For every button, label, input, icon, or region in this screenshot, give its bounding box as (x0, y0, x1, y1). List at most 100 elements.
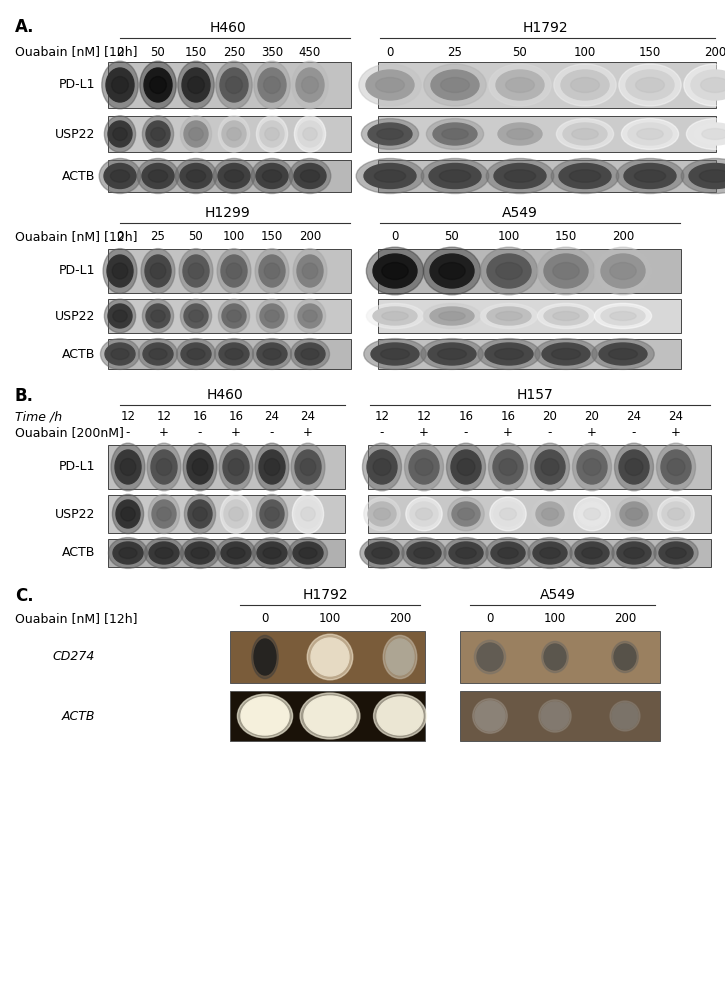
Ellipse shape (142, 116, 173, 152)
Text: 24: 24 (668, 410, 684, 424)
Ellipse shape (215, 339, 254, 369)
Ellipse shape (373, 458, 391, 476)
Ellipse shape (181, 116, 212, 152)
Ellipse shape (144, 68, 172, 102)
Ellipse shape (302, 263, 318, 279)
Ellipse shape (181, 299, 212, 333)
Ellipse shape (257, 116, 288, 152)
Ellipse shape (637, 128, 663, 139)
Text: +: + (159, 426, 169, 440)
Ellipse shape (621, 119, 679, 149)
Ellipse shape (428, 343, 476, 365)
Text: 0: 0 (116, 231, 124, 243)
Ellipse shape (252, 538, 291, 568)
Ellipse shape (475, 701, 505, 731)
Ellipse shape (265, 127, 279, 140)
Ellipse shape (539, 700, 571, 732)
Ellipse shape (225, 77, 242, 94)
Ellipse shape (228, 458, 244, 476)
Ellipse shape (113, 127, 127, 140)
Bar (230, 691, 425, 741)
Ellipse shape (536, 502, 564, 526)
Ellipse shape (152, 500, 176, 528)
Ellipse shape (496, 312, 522, 320)
Ellipse shape (112, 494, 144, 534)
Bar (230, 631, 425, 683)
Ellipse shape (556, 119, 613, 149)
Ellipse shape (155, 548, 173, 558)
Ellipse shape (691, 70, 725, 100)
Text: 16: 16 (193, 410, 207, 424)
Ellipse shape (402, 538, 446, 568)
Ellipse shape (373, 307, 417, 325)
Ellipse shape (405, 443, 444, 491)
Ellipse shape (116, 500, 140, 528)
Ellipse shape (188, 263, 204, 279)
Ellipse shape (257, 299, 288, 333)
Ellipse shape (457, 458, 475, 476)
Ellipse shape (616, 158, 684, 194)
Ellipse shape (624, 548, 645, 558)
Ellipse shape (687, 119, 725, 149)
Text: A.: A. (15, 18, 35, 36)
Ellipse shape (295, 343, 325, 365)
Ellipse shape (144, 538, 183, 568)
Ellipse shape (107, 255, 133, 287)
Ellipse shape (115, 450, 141, 484)
Ellipse shape (537, 247, 594, 295)
Ellipse shape (311, 638, 349, 676)
Ellipse shape (301, 349, 319, 360)
Ellipse shape (366, 247, 423, 295)
Text: 25: 25 (447, 45, 463, 58)
Ellipse shape (181, 343, 211, 365)
Text: 150: 150 (555, 231, 577, 243)
Ellipse shape (610, 312, 637, 320)
Ellipse shape (178, 61, 214, 109)
Ellipse shape (612, 703, 638, 729)
Ellipse shape (612, 641, 638, 673)
Text: 50: 50 (444, 231, 460, 243)
Ellipse shape (542, 343, 590, 365)
Ellipse shape (376, 78, 405, 93)
Ellipse shape (662, 502, 690, 526)
Ellipse shape (362, 443, 402, 491)
Ellipse shape (426, 119, 484, 149)
Ellipse shape (487, 254, 531, 288)
Ellipse shape (260, 121, 284, 147)
Ellipse shape (594, 303, 652, 329)
Text: 0: 0 (386, 45, 394, 58)
Text: 16: 16 (458, 410, 473, 424)
Ellipse shape (149, 494, 180, 534)
Ellipse shape (356, 158, 424, 194)
Ellipse shape (297, 255, 323, 287)
Text: 200: 200 (299, 231, 321, 243)
Ellipse shape (181, 538, 220, 568)
Ellipse shape (226, 263, 242, 279)
Ellipse shape (298, 121, 322, 147)
Ellipse shape (295, 450, 321, 484)
Ellipse shape (535, 450, 565, 484)
Ellipse shape (108, 121, 132, 147)
Ellipse shape (541, 702, 569, 730)
Bar (108, 160, 351, 192)
Ellipse shape (584, 508, 600, 520)
Ellipse shape (381, 349, 410, 360)
Ellipse shape (542, 641, 568, 673)
Ellipse shape (151, 450, 177, 484)
Ellipse shape (449, 542, 483, 564)
Ellipse shape (487, 307, 531, 325)
Ellipse shape (192, 458, 208, 476)
Ellipse shape (624, 163, 676, 188)
Text: Ouabain [nM] [12h]: Ouabain [nM] [12h] (15, 231, 138, 243)
Ellipse shape (490, 497, 526, 531)
Ellipse shape (221, 255, 247, 287)
Ellipse shape (658, 497, 695, 531)
Bar (378, 160, 716, 192)
Text: USP22: USP22 (54, 508, 95, 520)
Text: ACTB: ACTB (62, 546, 95, 560)
Ellipse shape (382, 262, 408, 279)
Text: 200: 200 (614, 612, 636, 626)
Ellipse shape (477, 643, 503, 671)
Ellipse shape (219, 443, 253, 491)
Text: CD274: CD274 (53, 650, 95, 664)
